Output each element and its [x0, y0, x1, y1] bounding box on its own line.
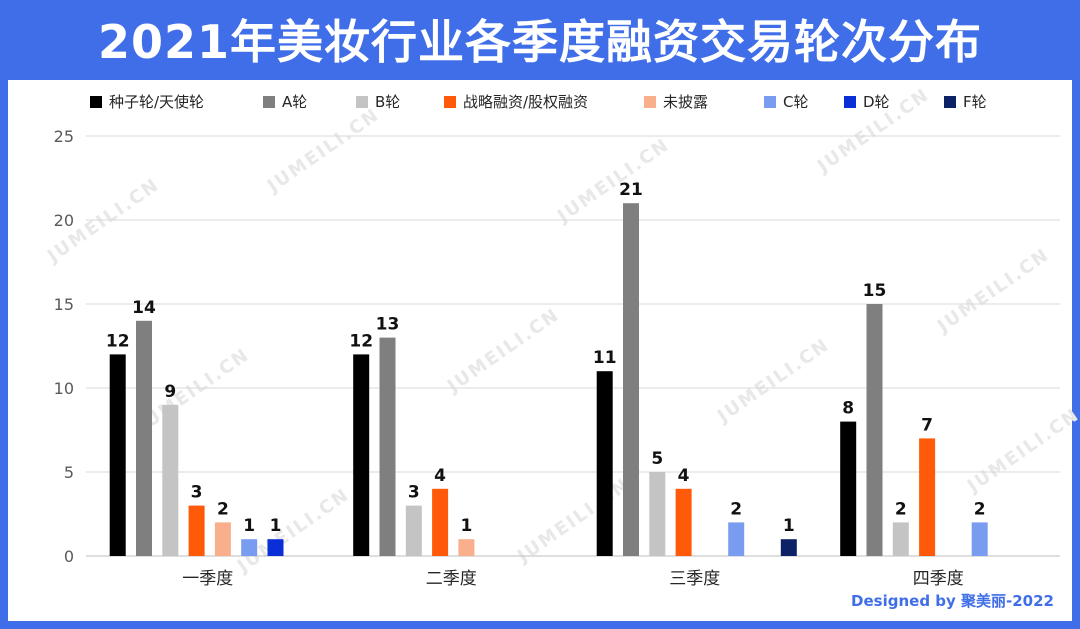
- legend-label: 战略融资/股权融资: [463, 93, 588, 111]
- bar: [432, 488, 449, 556]
- data-label: 1: [243, 516, 255, 536]
- bar: [379, 337, 396, 556]
- legend-label: B轮: [375, 93, 400, 111]
- bar: [780, 539, 797, 556]
- data-label: 12: [349, 331, 373, 351]
- bar: [892, 522, 909, 556]
- legend-label: A轮: [282, 93, 307, 111]
- data-label: 8: [842, 399, 854, 419]
- x-tick-label: 二季度: [426, 569, 477, 589]
- legend-label: 种子轮/天使轮: [109, 93, 204, 111]
- x-tick-label: 一季度: [182, 569, 233, 589]
- legend-label: F轮: [963, 93, 987, 111]
- data-label: 11: [593, 348, 617, 368]
- bar: [405, 505, 422, 556]
- data-label: 7: [921, 415, 933, 435]
- bar: [136, 320, 152, 556]
- bar: [458, 539, 475, 556]
- legend-swatch: [90, 96, 102, 108]
- bar: [623, 203, 639, 556]
- data-label: 1: [270, 516, 282, 536]
- data-label: 1: [460, 516, 472, 536]
- title-bar: 2021年美妆行业各季度融资交易轮次分布: [0, 0, 1080, 78]
- y-tick-label: 10: [54, 379, 74, 398]
- data-label: 12: [106, 331, 130, 351]
- bar: [188, 505, 205, 556]
- chart-panel: JUMEILI.CN JUMEILI.CN JUMEILI.CN JUMEILI…: [8, 80, 1080, 621]
- x-tick-label: 四季度: [913, 569, 964, 589]
- data-label: 13: [376, 315, 400, 335]
- bar: [162, 404, 179, 556]
- chart-title: 2021年美妆行业各季度融资交易轮次分布: [97, 15, 983, 69]
- legend-label: C轮: [783, 93, 808, 111]
- bar: [241, 539, 258, 556]
- data-label: 2: [217, 499, 229, 519]
- footer-credit: Designed by 聚美丽-2022: [851, 592, 1054, 610]
- bar: [675, 488, 692, 556]
- data-label: 21: [619, 180, 643, 200]
- legend-swatch: [764, 96, 776, 108]
- y-tick-label: 0: [64, 547, 74, 566]
- legend-swatch: [263, 96, 275, 108]
- legend-swatch: [844, 96, 856, 108]
- bar: [971, 522, 988, 556]
- data-label: 15: [863, 281, 887, 301]
- legend-label: D轮: [863, 93, 890, 111]
- data-label: 3: [191, 483, 203, 503]
- bar: [919, 438, 936, 556]
- data-label: 14: [132, 298, 156, 318]
- legend-swatch: [944, 96, 956, 108]
- data-label: 4: [434, 466, 446, 486]
- data-label: 3: [408, 483, 420, 503]
- data-label: 5: [651, 449, 663, 469]
- bar: [109, 354, 126, 556]
- y-tick-label: 15: [54, 295, 74, 314]
- bar: [596, 371, 613, 556]
- legend-swatch: [356, 96, 368, 108]
- data-label: 2: [895, 499, 907, 519]
- legend-swatch: [644, 96, 656, 108]
- bar: [214, 522, 231, 556]
- y-tick-label: 20: [54, 211, 74, 230]
- data-label: 1: [783, 516, 795, 536]
- bar: [840, 421, 857, 556]
- legend-label: 未披露: [663, 93, 708, 111]
- bar: [649, 472, 666, 556]
- data-label: 2: [974, 499, 986, 519]
- y-tick-label: 25: [54, 127, 74, 146]
- legend-swatch: [444, 96, 456, 108]
- bar: [353, 354, 370, 556]
- x-tick-label: 三季度: [669, 569, 720, 589]
- bar: [866, 304, 883, 556]
- bar: [267, 539, 284, 556]
- y-tick-label: 5: [64, 463, 74, 482]
- data-label: 4: [678, 466, 690, 486]
- data-label: 9: [164, 382, 176, 402]
- bar: [728, 522, 745, 556]
- data-label: 2: [730, 499, 742, 519]
